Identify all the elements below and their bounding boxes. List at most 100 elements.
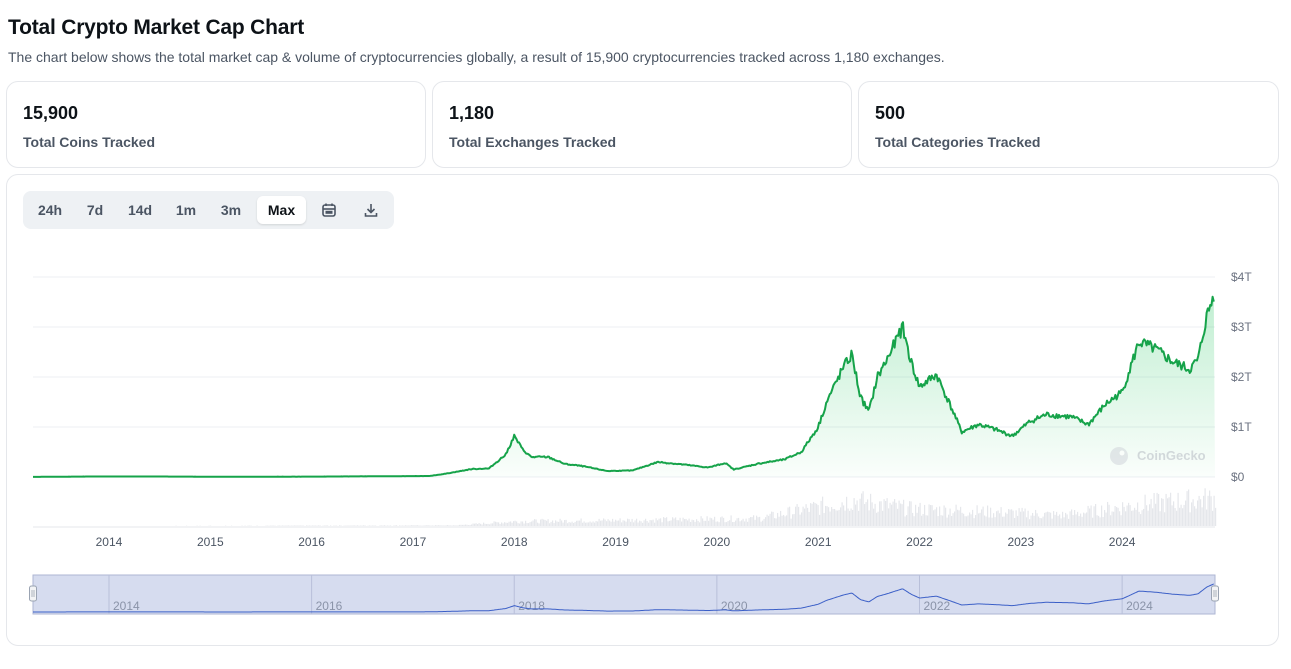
volume-bar [448, 525, 450, 526]
volume-bar [1192, 499, 1194, 526]
volume-bar [1090, 505, 1092, 526]
volume-bar [427, 525, 429, 526]
range-button-3m[interactable]: 3m [220, 202, 242, 218]
volume-bar [1185, 500, 1187, 526]
download-icon[interactable] [356, 196, 386, 224]
volume-bar [354, 525, 356, 526]
navigator-left-handle[interactable] [29, 585, 37, 602]
volume-bar [1140, 514, 1142, 526]
volume-bar [399, 525, 401, 526]
volume-bar [1087, 505, 1089, 526]
volume-bar [364, 525, 366, 526]
volume-bar [1176, 510, 1178, 526]
volume-bar [928, 504, 930, 526]
volume-bar [798, 506, 800, 526]
volume-bar [552, 520, 554, 526]
volume-bar [904, 516, 906, 526]
volume-bar [838, 509, 840, 526]
stat-value: 500 [875, 103, 906, 123]
volume-bar [409, 525, 411, 526]
volume-bar [756, 515, 758, 526]
volume-bar [330, 525, 332, 526]
volume-bar [874, 503, 876, 526]
volume-bar [811, 503, 813, 526]
volume-bar [571, 521, 573, 526]
volume-bar [352, 525, 354, 526]
navigator-right-handle[interactable] [1211, 585, 1219, 602]
volume-bar [793, 514, 795, 526]
volume-bar [382, 525, 384, 526]
volume-bar [796, 504, 798, 526]
volume-bar [660, 518, 662, 526]
volume-bar [804, 508, 806, 526]
range-button-7d[interactable]: 7d [86, 202, 104, 218]
volume-bar [1021, 507, 1023, 526]
volume-bar [775, 518, 777, 526]
volume-bar [511, 522, 513, 526]
volume-bar [654, 522, 656, 526]
volume-bar [826, 506, 828, 526]
volume-bar [1035, 509, 1037, 526]
volume-bar [883, 499, 885, 526]
volume-bar [895, 502, 897, 526]
volume-bar [426, 525, 428, 526]
volume-bar [574, 521, 576, 526]
volume-bar [829, 511, 831, 526]
time-navigator[interactable]: 2014 2016 2018 2020 2022 2024 [29, 574, 1219, 615]
volume-bar [891, 504, 893, 526]
volume-bar [750, 517, 752, 526]
volume-bar [573, 522, 575, 526]
volume-bar [597, 521, 599, 526]
volume-bar [678, 520, 680, 526]
navigator-tick-label: 2016 [316, 599, 343, 613]
range-button-24h[interactable]: 24h [37, 202, 63, 218]
volume-bar [622, 520, 624, 526]
volume-bar [765, 517, 767, 526]
volume-bar [601, 520, 603, 526]
volume-bar [847, 508, 849, 526]
range-button-1m[interactable]: 1m [175, 202, 197, 218]
volume-bar [1180, 504, 1182, 526]
volume-bar [1086, 512, 1088, 526]
x-axis-tick-label: 2022 [906, 535, 933, 549]
volume-bar [843, 505, 845, 526]
volume-bar [933, 510, 935, 526]
volume-bar [807, 507, 809, 526]
volume-bar [1081, 516, 1083, 526]
volume-bar [463, 524, 465, 526]
volume-bar [700, 516, 702, 526]
volume-bar [739, 521, 741, 526]
volume-bar [918, 506, 920, 526]
volume-bar [565, 519, 567, 526]
volume-bar [453, 525, 455, 526]
volume-bar [939, 506, 941, 526]
volume-bar [1120, 515, 1122, 526]
volume-bar [526, 523, 528, 526]
volume-bar [1149, 504, 1151, 526]
volume-bar [1212, 510, 1214, 526]
volume-bar [976, 505, 978, 526]
volume-bar [1039, 518, 1041, 526]
range-button-14d[interactable]: 14d [127, 202, 153, 218]
range-button-max[interactable]: Max [257, 196, 306, 224]
volume-bar [957, 509, 959, 526]
volume-bar [1095, 503, 1097, 526]
volume-bar [688, 518, 690, 526]
volume-bar [1104, 509, 1106, 526]
volume-bar [418, 525, 420, 526]
chart-card [6, 174, 1279, 646]
volume-bar [894, 499, 896, 526]
volume-bar [1150, 498, 1152, 526]
volume-bar [1008, 509, 1010, 526]
calendar-icon[interactable] [314, 196, 344, 224]
volume-bar [733, 521, 735, 526]
volume-bar [781, 515, 783, 526]
volume-bar [1107, 501, 1109, 526]
volume-bar [780, 510, 782, 526]
volume-bar [1101, 505, 1103, 526]
volume-bar [598, 518, 600, 526]
volume-bar [697, 520, 699, 526]
volume-bar [927, 515, 929, 526]
volume-bar [724, 522, 726, 526]
